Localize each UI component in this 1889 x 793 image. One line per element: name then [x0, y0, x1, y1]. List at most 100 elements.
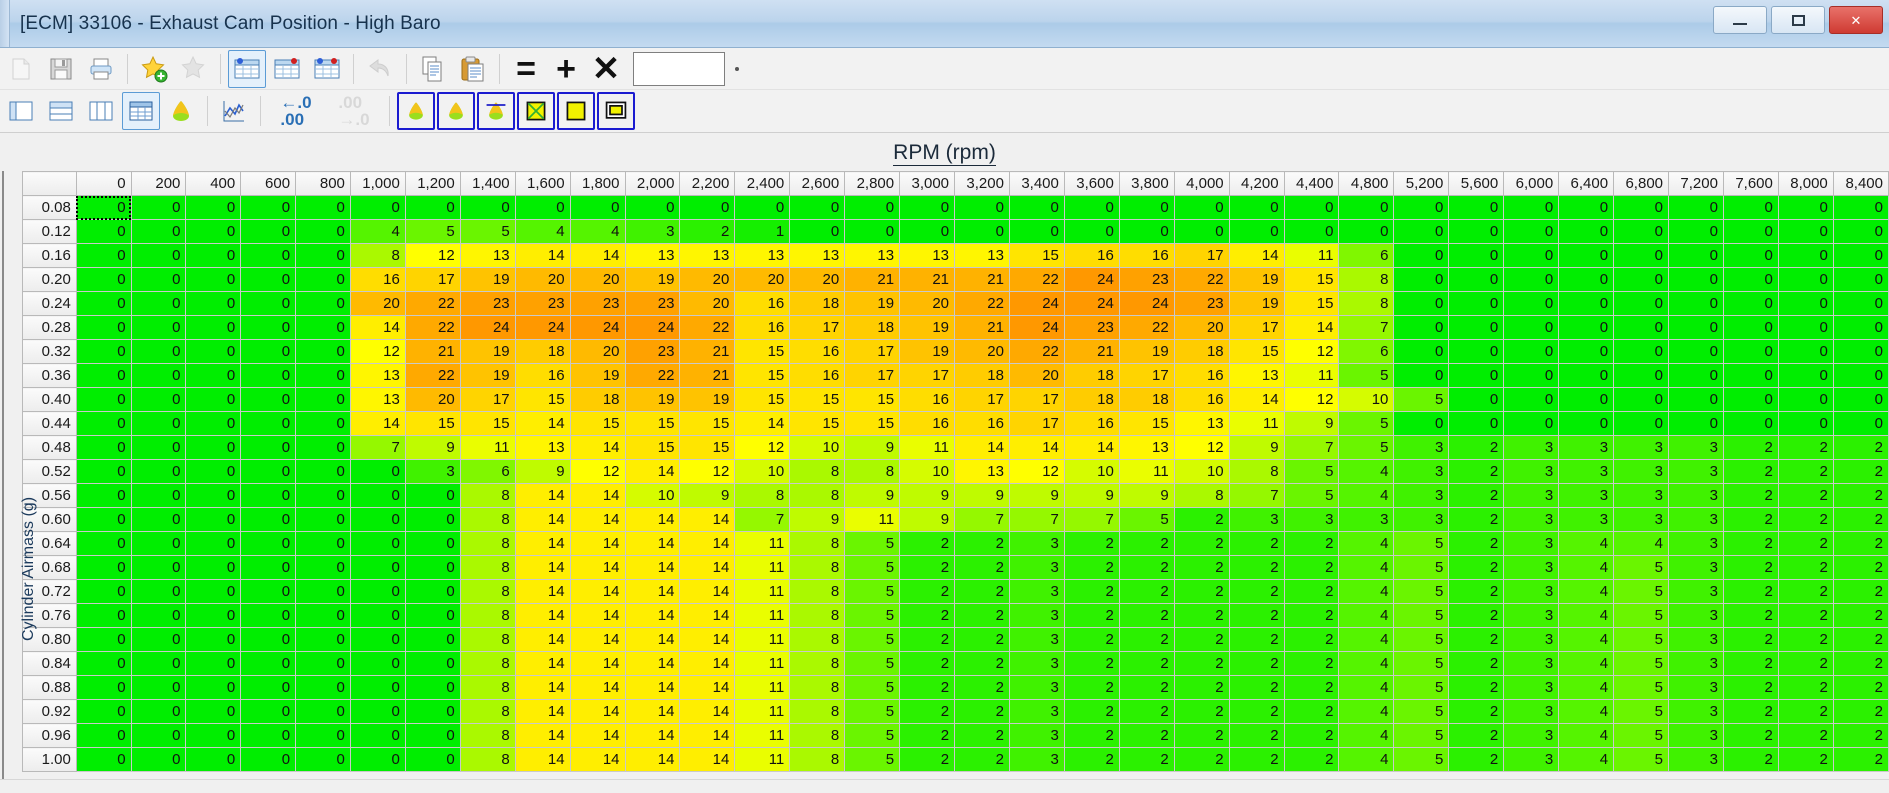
table-cell[interactable]: 13: [844, 243, 901, 268]
table-cell[interactable]: 0: [1393, 219, 1450, 244]
table-cell[interactable]: 8: [459, 555, 516, 580]
table-cell[interactable]: 0: [349, 555, 406, 580]
table-cell[interactable]: 2: [1283, 531, 1340, 556]
column-header[interactable]: 5,200: [1393, 171, 1450, 196]
table-cell[interactable]: 18: [569, 387, 626, 412]
table-cell[interactable]: 3: [1008, 699, 1065, 724]
table-cell[interactable]: 22: [404, 291, 461, 316]
table-cell[interactable]: 12: [1008, 459, 1065, 484]
table-cell[interactable]: 14: [624, 507, 681, 532]
table-cell[interactable]: 18: [954, 363, 1010, 388]
table-cell[interactable]: 0: [514, 195, 571, 220]
table-cell[interactable]: 20: [1008, 363, 1065, 388]
table-cell[interactable]: 5: [1283, 483, 1340, 508]
table-cell[interactable]: 0: [679, 195, 736, 220]
table-cell[interactable]: 14: [514, 243, 571, 268]
table-cell[interactable]: 14: [679, 651, 736, 676]
table-cell[interactable]: 5: [844, 675, 901, 700]
table-cell[interactable]: 14: [624, 603, 681, 628]
table-cell[interactable]: 4: [1558, 699, 1615, 724]
table-cell[interactable]: 8: [789, 675, 846, 700]
table-cell[interactable]: 0: [1668, 219, 1724, 244]
table-cell[interactable]: 6: [459, 459, 516, 484]
table-cell[interactable]: 8: [459, 723, 516, 748]
table-cell[interactable]: 0: [240, 411, 297, 436]
table-cell[interactable]: 0: [295, 579, 351, 604]
table-cell[interactable]: 0: [1503, 243, 1560, 268]
table-cell[interactable]: 16: [899, 411, 956, 436]
table-cell[interactable]: 14: [624, 459, 681, 484]
table-cell[interactable]: 2: [1063, 723, 1120, 748]
table-cell[interactable]: 0: [1668, 195, 1724, 220]
column-header[interactable]: 8,400: [1832, 171, 1889, 196]
table-cell[interactable]: 0: [349, 507, 406, 532]
table-cell[interactable]: 0: [185, 555, 242, 580]
table-cell[interactable]: 0: [404, 627, 461, 652]
table-cell[interactable]: 11: [734, 675, 791, 700]
table-cell[interactable]: 14: [514, 627, 571, 652]
table-cell[interactable]: 0: [185, 723, 242, 748]
table-cell[interactable]: 3: [1008, 651, 1065, 676]
table-cell[interactable]: 0: [1722, 411, 1779, 436]
table-cell[interactable]: 3: [1503, 603, 1560, 628]
table-cell[interactable]: 14: [349, 411, 406, 436]
table-cell[interactable]: 0: [1668, 315, 1724, 340]
column-header[interactable]: 5,600: [1448, 171, 1505, 196]
table-cell[interactable]: 24: [1008, 315, 1065, 340]
table-cell[interactable]: 14: [624, 747, 681, 772]
table-cell[interactable]: 18: [1063, 363, 1120, 388]
table-cell[interactable]: 0: [295, 651, 351, 676]
table-cell[interactable]: 14: [569, 243, 626, 268]
table-cell[interactable]: 15: [624, 411, 681, 436]
table-cell[interactable]: 7: [1338, 315, 1395, 340]
table-cell[interactable]: 14: [349, 315, 406, 340]
table-cell[interactable]: 15: [844, 411, 901, 436]
table-cell[interactable]: 19: [844, 291, 901, 316]
table-cell[interactable]: 0: [1008, 195, 1065, 220]
table-cell[interactable]: 0: [75, 459, 132, 484]
column-header[interactable]: 2,800: [844, 171, 901, 196]
table-cell[interactable]: 2: [954, 675, 1010, 700]
table-cell[interactable]: 0: [1393, 315, 1450, 340]
table-cell[interactable]: 2: [1063, 555, 1120, 580]
column-header[interactable]: 2,600: [789, 171, 846, 196]
table-cell[interactable]: 24: [1118, 291, 1175, 316]
table-cell[interactable]: 0: [1283, 195, 1340, 220]
table-cell[interactable]: 0: [404, 675, 461, 700]
table-cell[interactable]: 14: [624, 651, 681, 676]
table-cell[interactable]: 2: [1777, 579, 1834, 604]
table-cell[interactable]: 5: [1613, 603, 1670, 628]
add-favorite-icon[interactable]: [135, 50, 173, 88]
table-cell[interactable]: 6: [1338, 339, 1395, 364]
table-cell[interactable]: 2: [1832, 483, 1889, 508]
table-cell[interactable]: 15: [624, 435, 681, 460]
table-cell[interactable]: 3: [1008, 747, 1065, 772]
table-cell[interactable]: 0: [130, 387, 187, 412]
table-cell[interactable]: 0: [899, 195, 956, 220]
table-cell[interactable]: 4: [1558, 627, 1615, 652]
table-cell[interactable]: 2: [899, 723, 956, 748]
table-cell[interactable]: 0: [1448, 267, 1505, 292]
table-cell[interactable]: 0: [1722, 267, 1779, 292]
table-cell[interactable]: 0: [1503, 195, 1560, 220]
table-cell[interactable]: 2: [1063, 603, 1120, 628]
table-cell[interactable]: 17: [1228, 315, 1285, 340]
value-input[interactable]: [633, 51, 725, 86]
table-cell[interactable]: 12: [1283, 339, 1340, 364]
table-cell[interactable]: 9: [789, 507, 846, 532]
table-cell[interactable]: 14: [679, 579, 736, 604]
table-cell[interactable]: 2: [899, 603, 956, 628]
table-cell[interactable]: 13: [899, 243, 956, 268]
table-cell[interactable]: 0: [1558, 363, 1615, 388]
table-cell[interactable]: 0: [240, 627, 297, 652]
table-cell[interactable]: 2: [1777, 699, 1834, 724]
table-cell[interactable]: 13: [679, 243, 736, 268]
table-compare-icon[interactable]: [228, 49, 266, 88]
table-cell[interactable]: 0: [1558, 195, 1615, 220]
table-cell[interactable]: 0: [349, 459, 406, 484]
table-cell[interactable]: 4: [514, 219, 571, 244]
table-cell[interactable]: 10: [1173, 459, 1230, 484]
table-cell[interactable]: 12: [1283, 387, 1340, 412]
table-cell[interactable]: 3: [1668, 459, 1724, 484]
table-cell[interactable]: 0: [295, 507, 351, 532]
